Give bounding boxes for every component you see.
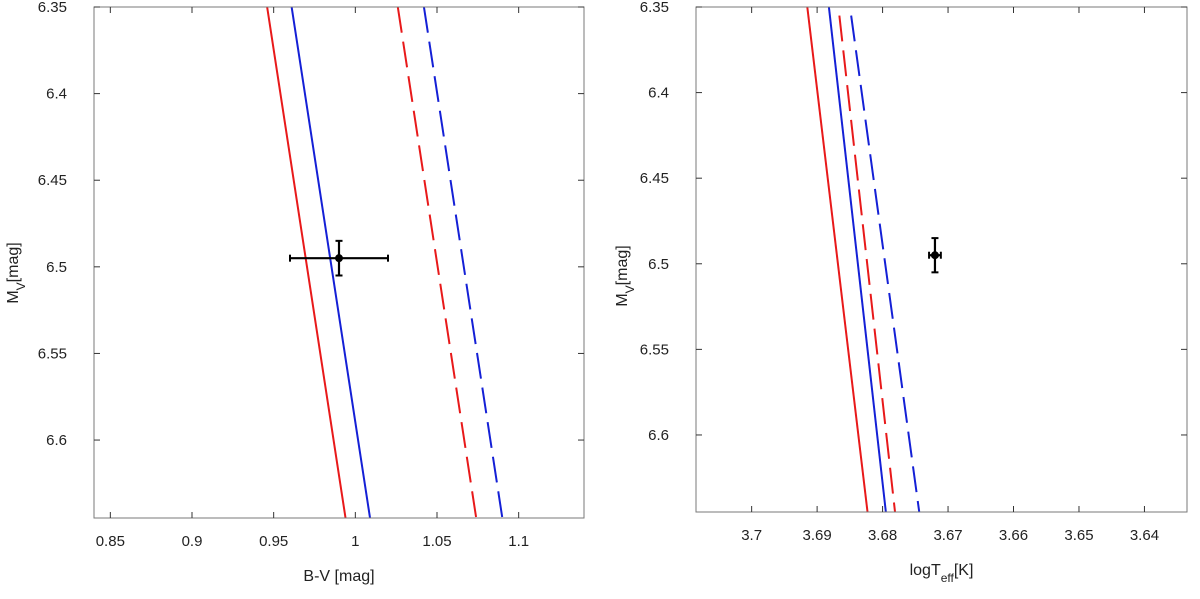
chart-panel-bv: 0.85 0.9 0.95 1 1.05 1.1 6.35 6.4 6.45 6.5 6.55 6.6… [5, 0, 585, 585]
x-axis-label: logTeff[K] [910, 562, 974, 585]
label-main: M [614, 293, 631, 306]
series-line-blue-dashed [422, 7, 504, 518]
y-tick-label: 6.4 [648, 85, 669, 102]
label-unit: [mag] [5, 242, 22, 282]
x-tick-label: 0.85 [96, 533, 125, 550]
y-tick-label: 6.45 [38, 172, 67, 189]
y-tick-label: 6.5 [46, 259, 67, 276]
series-line-red-dashed [838, 15, 897, 512]
y-tick-label: 6.35 [38, 0, 67, 16]
y-tick-label: 6.5 [648, 256, 669, 273]
x-tick-label: 1.05 [422, 533, 451, 550]
plot-frame [93, 6, 585, 519]
data-point [928, 237, 942, 274]
label-main: logT [910, 562, 941, 579]
series-line-red-solid [806, 7, 869, 512]
axis-ticks: 3.7 3.69 3.68 3.67 3.66 3.65 3.64 6.35 6.4 6.45 6.… [640, 0, 1187, 544]
y-tick-label: 6.35 [640, 0, 669, 16]
label-subscript: V [14, 282, 28, 290]
plot-area [266, 7, 504, 518]
x-tick-label: 3.65 [1064, 527, 1093, 544]
x-tick-label: 0.9 [182, 533, 203, 550]
y-axis-label: MV[mag] [5, 242, 28, 303]
axis-ticks: 0.85 0.9 0.95 1 1.05 1.1 6.35 6.4 6.45 6.5 6.55 6.6 [38, 0, 584, 550]
label-unit: [mag] [614, 245, 631, 285]
y-tick-label: 6.6 [46, 432, 67, 449]
x-tick-label: 3.64 [1130, 527, 1159, 544]
series-line-red-dashed [396, 7, 478, 518]
y-tick-label: 6.4 [46, 86, 67, 103]
y-tick-label: 6.55 [38, 345, 67, 362]
y-tick-label: 6.6 [648, 427, 669, 444]
series-line-blue-solid [827, 7, 887, 512]
label-main: M [5, 290, 22, 303]
x-tick-label: 1.1 [508, 533, 529, 550]
x-tick-label: 3.67 [933, 527, 962, 544]
plot-area [806, 7, 942, 512]
chart-panel-teff: 3.7 3.69 3.68 3.67 3.66 3.65 3.64 6.35 6.4 6.45 6.… [614, 0, 1188, 585]
x-tick-label: 3.66 [999, 527, 1028, 544]
x-tick-label: 1 [351, 533, 359, 550]
series-line-blue-solid [290, 7, 372, 518]
series-line-blue-dashed [850, 15, 921, 512]
x-tick-label: 3.7 [741, 527, 762, 544]
x-axis-label: B-V [mag] [303, 568, 374, 585]
label-subscript: eff [941, 571, 955, 585]
data-point [289, 239, 389, 277]
plot-frame [695, 6, 1188, 513]
y-axis-label: MV[mag] [614, 245, 637, 306]
x-tick-label: 3.69 [803, 527, 832, 544]
label-subscript: V [623, 285, 637, 293]
point-marker [930, 251, 939, 260]
y-tick-label: 6.55 [640, 341, 669, 358]
x-tick-label: 3.68 [868, 527, 897, 544]
series-line-red-solid [266, 7, 347, 518]
point-marker [335, 254, 343, 263]
x-tick-label: 0.95 [259, 533, 288, 550]
y-tick-label: 6.45 [640, 170, 669, 187]
label-unit: [K] [954, 562, 974, 579]
